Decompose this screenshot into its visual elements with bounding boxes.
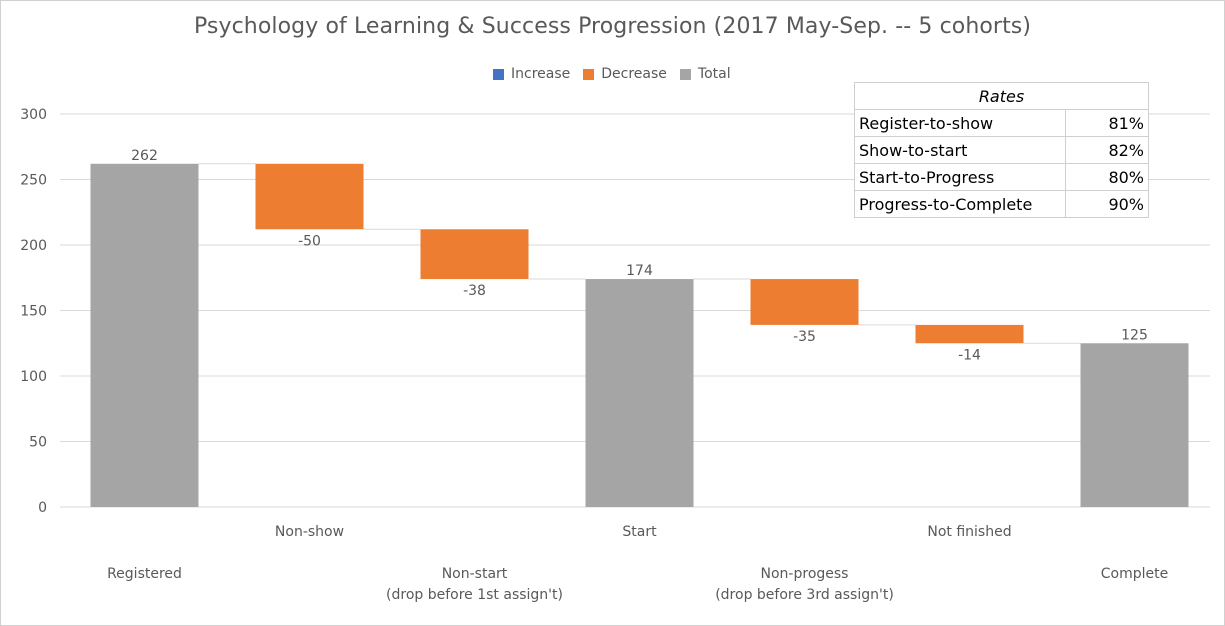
y-tick-label: 250 (20, 173, 47, 189)
data-label: -50 (298, 233, 321, 249)
y-tick-label: 100 (20, 369, 47, 385)
rate-value: 81% (1065, 109, 1149, 137)
category-label-line: Complete (1101, 566, 1168, 582)
category-label: Complete (1101, 566, 1168, 582)
data-label: 262 (131, 148, 158, 164)
category-label: Not finished (927, 524, 1011, 540)
rates-table: Rates Register-to-show 81% Show-to-start… (854, 82, 1149, 218)
category-label: Registered (107, 566, 182, 582)
chart-legend: Increase Decrease Total (493, 64, 744, 84)
data-label: -35 (793, 329, 816, 345)
y-tick-label: 200 (20, 238, 47, 254)
category-label-line: (drop before 1st assign't) (386, 587, 563, 603)
rate-value: 82% (1065, 136, 1149, 164)
rates-row: Register-to-show 81% (854, 109, 1149, 137)
legend-label-increase: Increase (511, 66, 571, 82)
legend-label-decrease: Decrease (601, 66, 667, 82)
category-label-line: Non-start (442, 566, 508, 582)
rate-name: Show-to-start (854, 136, 1066, 164)
category-label-line: Non-show (275, 524, 344, 540)
data-label: 174 (626, 263, 653, 279)
category-label-line: Start (622, 524, 657, 540)
rate-value: 90% (1065, 190, 1149, 218)
rates-row: Show-to-start 82% (854, 136, 1149, 164)
total-bar (1080, 343, 1189, 507)
legend-label-total: Total (697, 66, 731, 82)
rate-value: 80% (1065, 163, 1149, 191)
decrease-bar (750, 279, 859, 325)
rate-name: Register-to-show (854, 109, 1066, 137)
y-tick-label: 0 (38, 500, 47, 516)
chart-title: Psychology of Learning & Success Progres… (193, 14, 1032, 39)
y-tick-label: 150 (20, 304, 47, 320)
rates-row: Start-to-Progress 80% (854, 163, 1149, 191)
category-label-line: Non-progess (761, 566, 849, 582)
y-tick-label: 300 (20, 107, 47, 123)
legend-swatch-increase (493, 68, 504, 80)
rates-table-header-row: Rates (854, 82, 1149, 110)
category-label-line: Registered (107, 566, 182, 582)
legend-swatch-decrease (583, 68, 595, 80)
category-label: Non-show (275, 524, 344, 540)
rate-name: Progress-to-Complete (854, 190, 1066, 218)
total-bar (90, 163, 199, 507)
y-tick-label: 50 (29, 435, 47, 451)
decrease-bar (255, 163, 364, 230)
data-label: 125 (1121, 327, 1148, 343)
category-label: Non-start (drop before 1st assign't) (386, 566, 563, 603)
legend-swatch-total (679, 68, 691, 80)
total-bar (585, 279, 694, 507)
category-label-line: Not finished (927, 524, 1011, 540)
legend-item-total: Total (679, 66, 731, 82)
legend-item-decrease: Decrease (583, 66, 667, 82)
rates-table-header: Rates (854, 82, 1149, 110)
data-label: -14 (958, 347, 981, 363)
rate-name: Start-to-Progress (854, 163, 1066, 191)
rates-row: Progress-to-Complete 90% (854, 190, 1149, 218)
category-label: Non-progess (drop before 3rd assign't) (715, 566, 894, 603)
category-label: Start (622, 524, 657, 540)
decrease-bar (420, 229, 529, 280)
data-label: -38 (463, 283, 486, 299)
decrease-bar (915, 324, 1024, 344)
category-label-line: (drop before 3rd assign't) (715, 587, 894, 603)
legend-item-increase: Increase (493, 66, 570, 82)
